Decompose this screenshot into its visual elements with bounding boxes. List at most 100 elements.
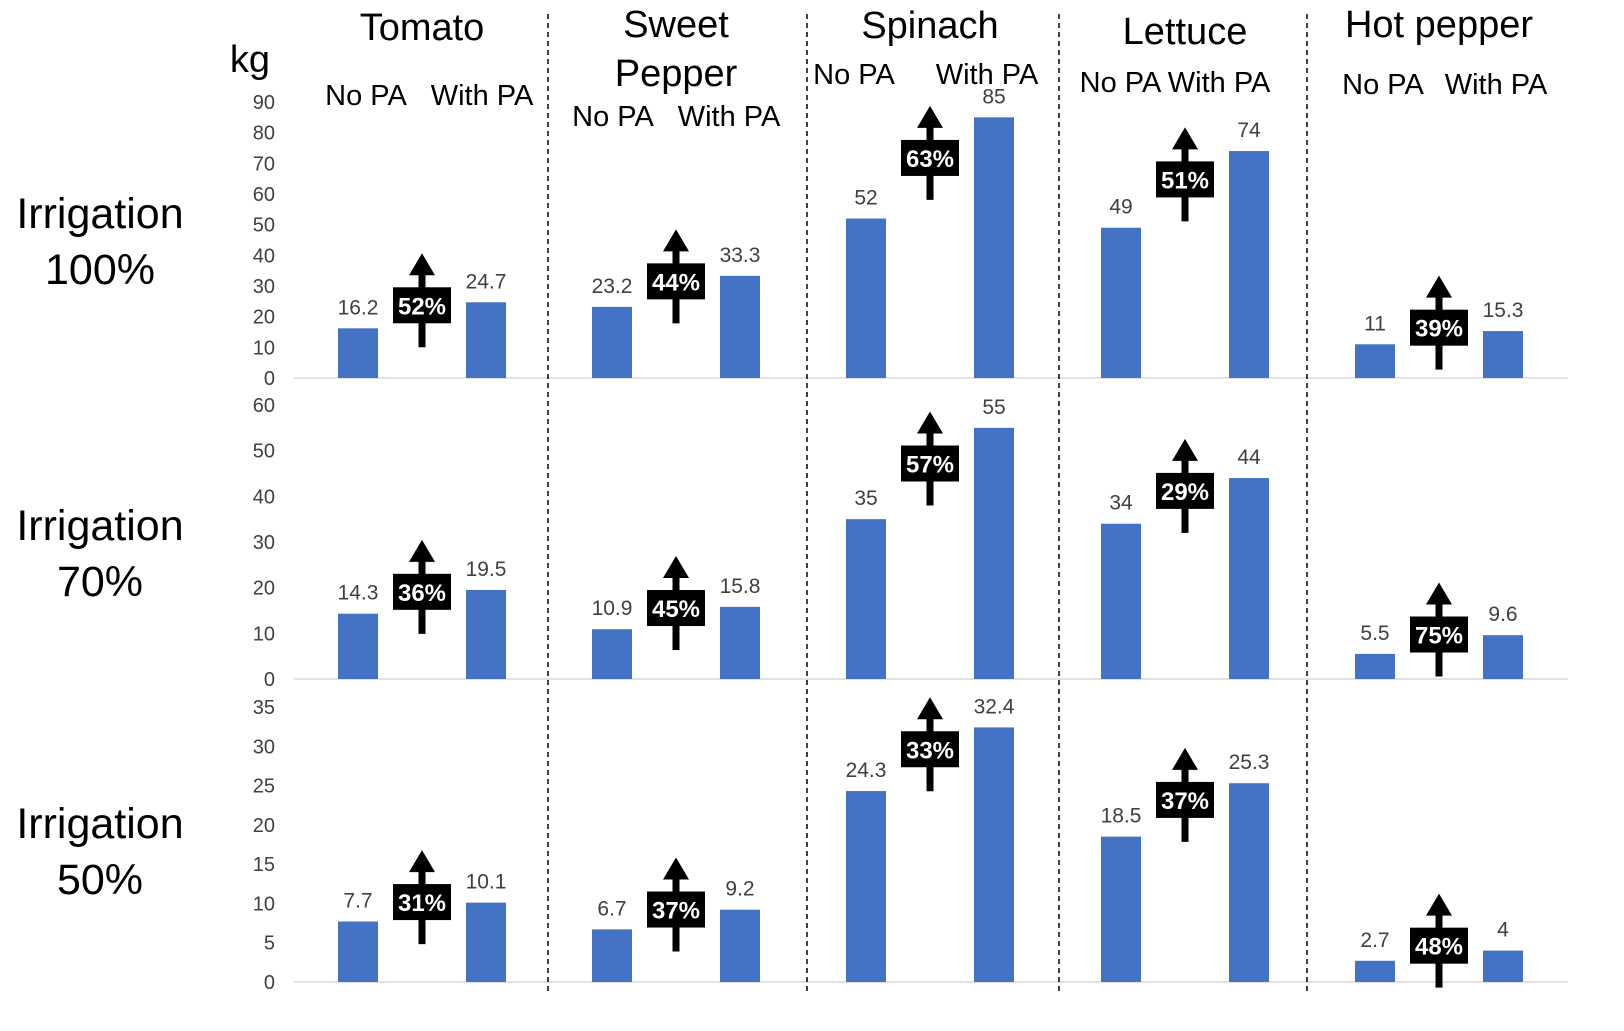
increase-badge-label: 63% [906, 146, 954, 173]
row-label: Irrigation [16, 190, 183, 238]
y-tick-label: 60 [253, 184, 275, 206]
row-label: Irrigation [16, 502, 183, 550]
bar-value-label: 74 [1237, 119, 1261, 142]
increase-badge [1156, 161, 1214, 198]
y-tick-label: 35 [253, 697, 275, 719]
bar [846, 791, 886, 982]
bar [338, 613, 378, 679]
bar-value-label: 10.9 [592, 597, 633, 620]
increase-badge-label: 29% [1161, 479, 1209, 506]
bar [1355, 653, 1395, 679]
increase-badge-label: 51% [1161, 167, 1209, 194]
column-subheader: No PA [1342, 69, 1424, 101]
bar-value-label: 24.7 [466, 270, 507, 293]
increase-badge [1410, 927, 1468, 964]
column-subheader: No PA With PA [1080, 67, 1271, 99]
bar [1229, 783, 1269, 982]
bar [466, 902, 506, 982]
column-subheader: With PA [936, 59, 1039, 91]
bar-value-label: 55 [982, 396, 1005, 419]
bar-value-label: 2.7 [1360, 929, 1389, 952]
bar-value-label: 5.5 [1360, 622, 1389, 645]
bar [974, 727, 1014, 982]
bar-value-label: 44 [1237, 446, 1261, 469]
y-tick-label: 0 [264, 669, 275, 691]
row-label: Irrigation [16, 800, 183, 848]
increase-badge [1156, 472, 1214, 509]
bar [1355, 960, 1395, 982]
y-tick-label: 40 [253, 245, 275, 267]
bar-value-label: 4 [1497, 919, 1509, 942]
bar-value-label: 9.6 [1488, 603, 1517, 626]
increase-arrow-head [1426, 275, 1452, 298]
row-label: 70% [57, 558, 143, 606]
increase-arrow-head [917, 697, 943, 720]
increase-arrow-head [409, 539, 435, 562]
bar-value-label: 24.3 [846, 759, 887, 782]
bar [1229, 478, 1269, 679]
bar-value-label: 34 [1109, 492, 1133, 515]
increase-badge-label: 48% [1415, 934, 1463, 961]
bar-value-label: 19.5 [466, 558, 507, 581]
crop-title: Spinach [861, 5, 998, 47]
y-tick-label: 70 [253, 153, 275, 175]
increase-badge-label: 75% [1415, 623, 1463, 650]
bar [1483, 950, 1523, 982]
y-tick-label: 20 [253, 578, 275, 600]
increase-arrow-head [917, 411, 943, 434]
y-tick-label: 25 [253, 776, 275, 798]
y-tick-label: 20 [253, 815, 275, 837]
y-tick-label: 60 [253, 395, 275, 417]
bar-value-label: 33.3 [720, 244, 761, 267]
y-tick-label: 15 [253, 854, 275, 876]
increase-badge-label: 37% [1161, 788, 1209, 815]
increase-badge-label: 31% [398, 890, 446, 917]
increase-badge [647, 590, 705, 627]
bar [592, 929, 632, 982]
crop-title: Lettuce [1123, 11, 1248, 53]
increase-arrow-head [1172, 438, 1198, 461]
bar-value-label: 25.3 [1229, 751, 1270, 774]
bar [1101, 836, 1141, 982]
bar [1483, 635, 1523, 679]
bar-value-label: 85 [982, 85, 1005, 108]
bar [846, 519, 886, 679]
y-tick-label: 50 [253, 215, 275, 237]
y-tick-label: 20 [253, 307, 275, 329]
bar-value-label: 52 [854, 187, 877, 210]
row-label: 100% [45, 246, 155, 294]
column-subheader: No PA [325, 80, 407, 112]
bar-value-label: 16.2 [338, 296, 379, 319]
bar [338, 921, 378, 982]
bar [592, 306, 632, 378]
increase-badge [393, 884, 451, 921]
bar [1483, 331, 1523, 378]
increase-badge [393, 573, 451, 610]
increase-badge [1156, 781, 1214, 818]
column-subheader: With PA [431, 80, 534, 112]
bar-value-label: 32.4 [974, 695, 1015, 718]
bar [1101, 523, 1141, 679]
bar-value-label: 15.3 [1483, 299, 1524, 322]
increase-badge-label: 45% [652, 596, 700, 623]
bar-value-label: 11 [1364, 312, 1386, 335]
increase-arrow-head [663, 229, 689, 252]
y-tick-label: 10 [253, 337, 275, 359]
increase-arrow-head [409, 850, 435, 873]
y-tick-label: 10 [253, 623, 275, 645]
y-tick-label: 80 [253, 123, 275, 145]
increase-arrow-head [1172, 127, 1198, 150]
increase-badge [647, 263, 705, 300]
increase-badge [901, 139, 959, 176]
y-tick-label: 50 [253, 441, 275, 463]
increase-arrow-head [409, 253, 435, 276]
crop-title: Tomato [360, 7, 485, 49]
y-tick-label: 10 [253, 893, 275, 915]
column-subheader: No PA [572, 101, 654, 133]
increase-arrow-head [1172, 747, 1198, 770]
increase-badge-label: 37% [652, 898, 700, 925]
increase-badge-label: 36% [398, 580, 446, 607]
bar [466, 302, 506, 378]
bar [720, 909, 760, 982]
increase-badge [901, 731, 959, 768]
